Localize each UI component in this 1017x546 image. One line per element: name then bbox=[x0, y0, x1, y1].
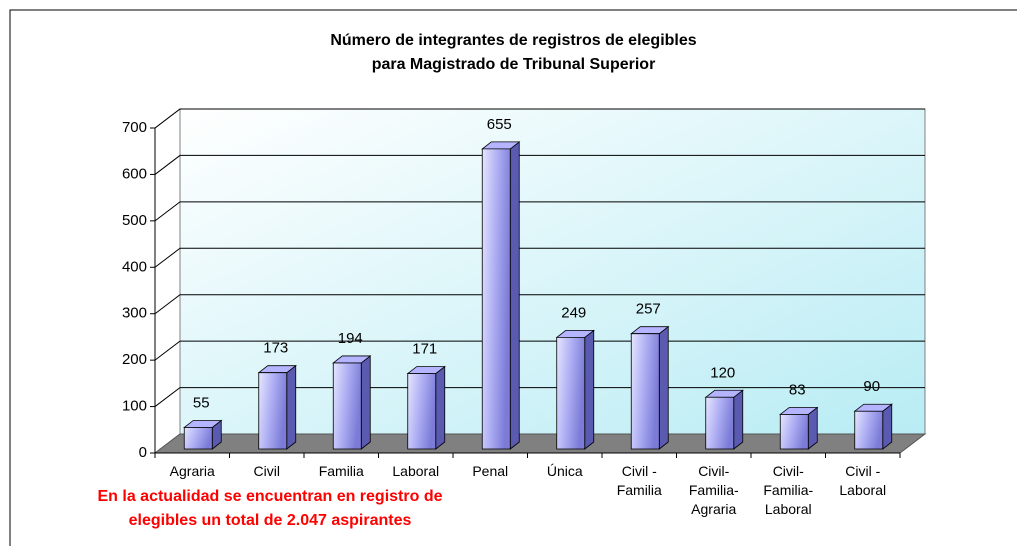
annotation: En la actualidad se encuentran en regist… bbox=[97, 488, 443, 529]
y-tick-label: 300 bbox=[122, 305, 147, 322]
bar-side bbox=[360, 355, 371, 450]
bar bbox=[332, 355, 372, 450]
x-tick-label: Civil bbox=[253, 463, 280, 479]
bar-side bbox=[584, 329, 595, 450]
value-label: 55 bbox=[193, 394, 210, 411]
y-tick-label: 600 bbox=[122, 165, 147, 182]
x-tick-label: Familia bbox=[318, 463, 364, 479]
x-tick-label: Penal bbox=[472, 463, 509, 479]
bar-front bbox=[779, 414, 809, 450]
bar-front bbox=[481, 148, 511, 450]
bar-front bbox=[630, 333, 660, 450]
bar bbox=[481, 141, 521, 450]
x-tick-label: Civil- Familia- Laboral bbox=[763, 463, 814, 517]
chart-title: Número de integrantes de registros de el… bbox=[330, 32, 697, 73]
bar bbox=[257, 364, 297, 450]
value-label: 83 bbox=[789, 381, 806, 398]
grid-line bbox=[154, 247, 925, 268]
grid-line bbox=[154, 201, 925, 222]
x-tick-label: Civil- Familia- Agraria bbox=[688, 463, 739, 517]
value-label: 90 bbox=[863, 378, 880, 395]
bar bbox=[555, 329, 595, 450]
bar bbox=[630, 325, 670, 450]
grid-line bbox=[154, 154, 925, 175]
bar-front bbox=[854, 410, 884, 450]
value-label: 171 bbox=[412, 341, 437, 358]
x-tick-label: Civil - Laboral bbox=[839, 463, 887, 498]
grid-line bbox=[154, 340, 925, 361]
y-tick-label: 100 bbox=[122, 398, 147, 415]
x-tick-label: Laboral bbox=[392, 463, 440, 479]
value-label: 194 bbox=[338, 330, 363, 347]
bar-front bbox=[407, 373, 437, 450]
grid-line bbox=[154, 387, 925, 407]
bar bbox=[406, 365, 446, 450]
bar-side bbox=[882, 403, 893, 450]
y-tick-label: 700 bbox=[122, 119, 147, 136]
y-tick-label: 400 bbox=[122, 258, 147, 275]
bar-front bbox=[258, 372, 288, 450]
x-tick-label: Agraria bbox=[169, 463, 215, 479]
frame bbox=[9, 9, 1017, 546]
bar-front bbox=[556, 336, 586, 450]
bar-front bbox=[183, 427, 213, 450]
bar-front bbox=[705, 396, 735, 450]
grid-line bbox=[154, 294, 925, 315]
y-tick-label: 500 bbox=[122, 212, 147, 229]
value-label: 249 bbox=[561, 304, 586, 321]
bar-side bbox=[509, 141, 520, 450]
bar bbox=[853, 403, 893, 450]
value-label: 120 bbox=[710, 364, 735, 381]
bar bbox=[779, 406, 819, 450]
grid-line bbox=[154, 108, 925, 129]
bar-side bbox=[733, 389, 744, 450]
value-label: 257 bbox=[636, 301, 661, 318]
value-label: 655 bbox=[487, 116, 512, 133]
x-tick-label: Única bbox=[546, 463, 583, 479]
bar-front bbox=[332, 362, 362, 450]
bar-side bbox=[435, 365, 446, 450]
value-label: 173 bbox=[263, 340, 288, 357]
bar-side bbox=[658, 325, 669, 450]
bar-side bbox=[286, 364, 297, 450]
bar bbox=[704, 389, 744, 450]
x-tick-label: Civil - Familia bbox=[616, 463, 662, 498]
y-tick-label: 0 bbox=[139, 444, 147, 461]
side-wall bbox=[154, 107, 181, 455]
bar bbox=[183, 419, 223, 450]
y-tick-label: 200 bbox=[122, 351, 147, 368]
